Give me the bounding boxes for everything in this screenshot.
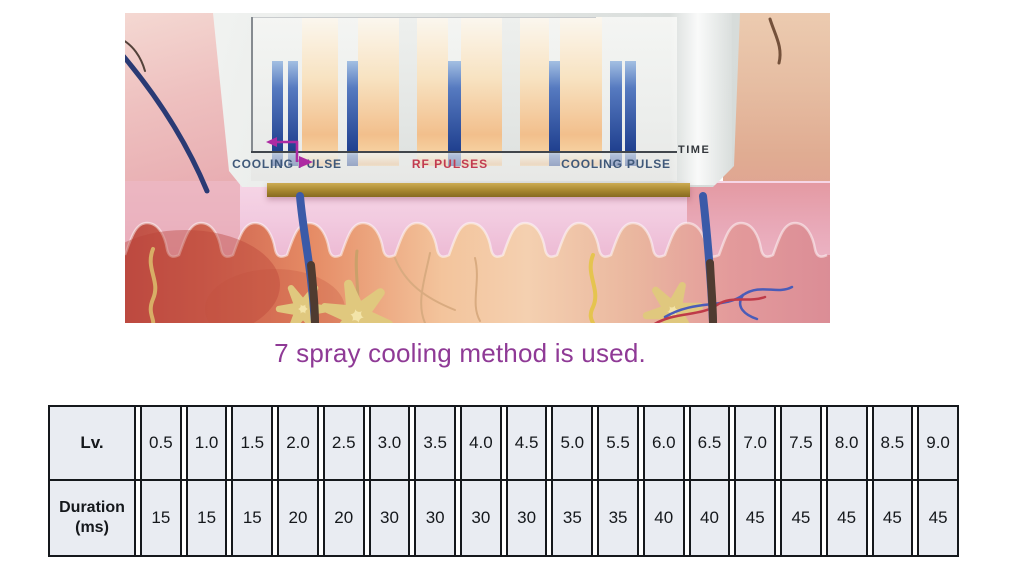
- hair-strand: [768, 17, 782, 65]
- hair-root: [148, 247, 158, 323]
- chart-y-axis: [251, 17, 253, 153]
- duration-cell: 45: [780, 481, 822, 555]
- level-cell: 7.5: [780, 407, 822, 479]
- nerve-fiber: [588, 253, 598, 323]
- dermis-overlay: [125, 17, 830, 323]
- duration-header-cell: Duration (ms): [50, 481, 136, 555]
- rf-glow-band: [560, 17, 602, 166]
- device-highlight-strip: [670, 13, 732, 185]
- chart-top-frame: [251, 17, 596, 18]
- cables-and-hairs: [125, 17, 782, 323]
- rf-pulse-bar: [549, 61, 560, 166]
- vein-branch: [738, 293, 759, 321]
- duration-cell: 45: [917, 481, 957, 555]
- level-cell: 0.5: [140, 407, 182, 479]
- level-cell: 6.0: [642, 407, 685, 479]
- level-cell: 6.5: [688, 407, 731, 479]
- cooling-pulse-left-label: COOLING PULSE: [232, 157, 342, 171]
- fiber-line: [420, 252, 431, 323]
- duration-cell: 45: [871, 481, 914, 555]
- duration-row: Duration (ms) 15 15 15 20 20 30 30 30 30…: [50, 481, 957, 555]
- duration-cell: 20: [322, 481, 365, 555]
- level-cell: 7.0: [734, 407, 777, 479]
- rf-glow-band: [358, 17, 399, 166]
- cooling-pulse-bar: [272, 61, 283, 166]
- contact-plate: [267, 183, 690, 197]
- pulse-diagram: [251, 17, 677, 181]
- fiber-line: [394, 257, 456, 311]
- time-axis-label: TIME: [678, 144, 711, 156]
- level-cell: 8.5: [871, 407, 914, 479]
- gland-star: [320, 279, 394, 323]
- artery: [654, 295, 767, 323]
- level-cell: 5.5: [597, 407, 639, 479]
- dermis-red-patch: [125, 230, 280, 323]
- duration-cell: 15: [231, 481, 274, 555]
- device-cable-left: [125, 54, 210, 194]
- duration-cell: 45: [734, 481, 777, 555]
- rf-glow-band: [417, 17, 448, 166]
- annotation-line: [272, 140, 299, 162]
- blood-vessels: [654, 285, 794, 323]
- level-cell: 9.0: [917, 407, 957, 479]
- duration-cell: 35: [597, 481, 639, 555]
- duration-cell: 45: [825, 481, 868, 555]
- fiber-line: [474, 257, 481, 322]
- level-header-cell: Lv.: [50, 407, 136, 479]
- cooling-pulse-right-label: COOLING PULSE: [561, 157, 671, 171]
- gland-star: [642, 282, 704, 323]
- follicle-and-gland-structures: [148, 247, 598, 323]
- level-cell: 1.0: [185, 407, 228, 479]
- duration-cell: 30: [505, 481, 548, 555]
- hair-strand: [125, 40, 146, 72]
- duration-cell: 15: [185, 481, 228, 555]
- caption-text: 7 spray cooling method is used.: [274, 338, 646, 368]
- rf-pulses-label: RF PULSES: [411, 157, 489, 171]
- treatment-handpiece: COOLING PULSE RF PULSES COOLING PULSE TI…: [213, 13, 740, 187]
- rf-glow-band: [520, 17, 549, 166]
- skin-cooling-illustration: COOLING PULSE RF PULSES COOLING PULSE TI…: [125, 13, 830, 323]
- duration-cell: 30: [414, 481, 457, 555]
- probe-cable-center-tip: [307, 261, 319, 323]
- cooling-duration-table: Lv. 0.5 1.0 1.5 2.0 2.5 3.0 3.5 4.0 4.5 …: [48, 405, 959, 557]
- duration-header-line2: (ms): [75, 519, 109, 536]
- level-cell: 1.5: [231, 407, 274, 479]
- timing-annotation-arrow: [266, 137, 313, 168]
- level-cell: 4.5: [505, 407, 548, 479]
- level-cell: 3.5: [414, 407, 457, 479]
- arrowhead-right-icon: [299, 156, 313, 168]
- level-cell: 3.0: [368, 407, 411, 479]
- rf-glow-band: [302, 17, 338, 166]
- duration-cell: 20: [277, 481, 319, 555]
- duration-cell: 30: [368, 481, 411, 555]
- skin-surface-right: [723, 13, 830, 195]
- rf-pulse-bar: [448, 61, 461, 166]
- level-cell: 8.0: [825, 407, 868, 479]
- cooling-pulse-bar: [610, 61, 622, 166]
- level-cell: 2.5: [322, 407, 365, 479]
- duration-cell: 15: [140, 481, 182, 555]
- duration-cell: 35: [551, 481, 594, 555]
- arrowhead-left-icon: [266, 137, 277, 147]
- device-strip: [502, 17, 520, 151]
- table-row-divider: [50, 479, 957, 481]
- cooling-pulse-bar: [288, 61, 298, 166]
- duration-header-line1: Duration: [59, 499, 125, 516]
- device-strip: [399, 17, 417, 151]
- rf-glow-band: [461, 17, 502, 166]
- level-cell: 4.0: [460, 407, 502, 479]
- duration-cell: 40: [688, 481, 731, 555]
- probe-cable-right-tip: [706, 259, 717, 323]
- level-cell: 5.0: [551, 407, 594, 479]
- duration-cell: 40: [642, 481, 685, 555]
- chart-time-axis: [251, 151, 677, 153]
- rf-pulse-bar: [347, 61, 358, 166]
- level-cell: 2.0: [277, 407, 319, 479]
- duration-cell: 30: [460, 481, 502, 555]
- level-row: Lv. 0.5 1.0 1.5 2.0 2.5 3.0 3.5 4.0 4.5 …: [50, 407, 957, 479]
- cooling-pulse-bar: [625, 61, 636, 166]
